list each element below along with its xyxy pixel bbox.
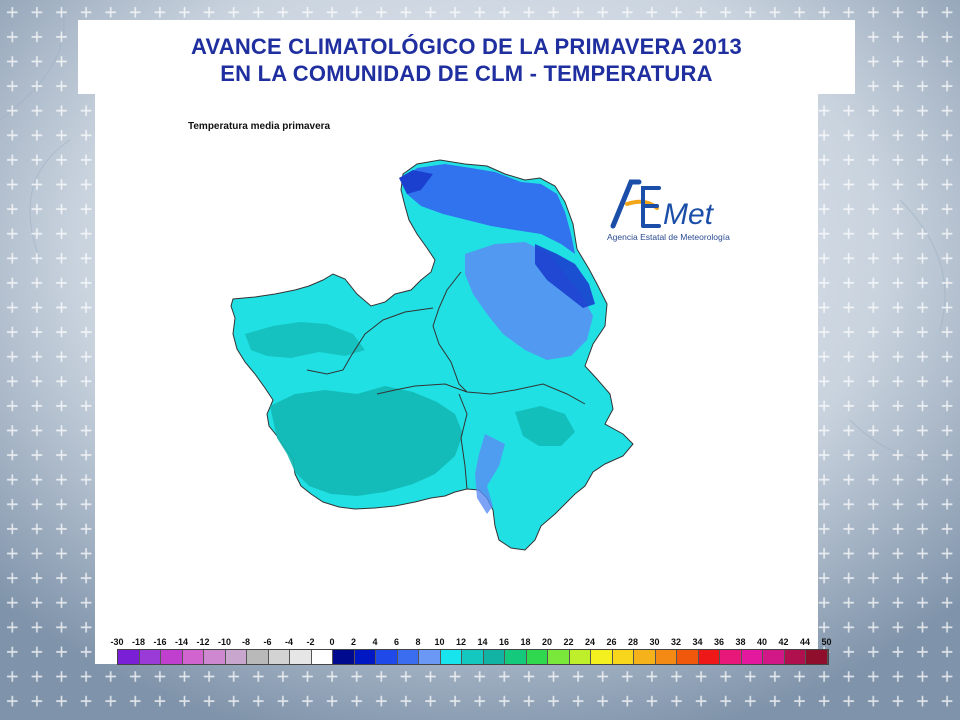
legend-swatch [204, 650, 226, 664]
legend-label: 42 [778, 637, 789, 647]
zone-teal-east [515, 406, 575, 446]
legend-swatch [397, 650, 419, 664]
legend-swatch [290, 650, 312, 664]
legend-label: 20 [541, 637, 552, 647]
legend-swatch [333, 650, 355, 664]
slide-title-box: AVANCE CLIMATOLÓGICO DE LA PRIMAVERA 201… [78, 20, 855, 94]
legend-label: 24 [584, 637, 595, 647]
legend-label: -6 [263, 637, 272, 647]
legend-swatch [182, 650, 204, 664]
legend-swatch [548, 650, 570, 664]
legend-label: -14 [174, 637, 188, 647]
legend-label: -2 [306, 637, 315, 647]
legend-label: -16 [153, 637, 167, 647]
legend-swatch [139, 650, 161, 664]
legend-swatch [806, 650, 828, 664]
legend-swatch [462, 650, 484, 664]
slide-title-line-1: AVANCE CLIMATOLÓGICO DE LA PRIMAVERA 201… [191, 34, 742, 59]
map-title: Temperatura media primavera [188, 121, 331, 132]
legend-swatch [569, 650, 591, 664]
legend-swatch [225, 650, 247, 664]
legend-swatch [483, 650, 505, 664]
legend-swatch [698, 650, 720, 664]
legend-label: -30 [110, 637, 124, 647]
legend-swatch [612, 650, 634, 664]
legend-label: 34 [692, 637, 703, 647]
legend-swatch [784, 650, 806, 664]
temperature-map [230, 159, 634, 551]
legend-swatch [505, 650, 527, 664]
legend-label: -8 [241, 637, 250, 647]
legend-label: 8 [415, 637, 421, 647]
slide-title-line-2: EN LA COMUNIDAD DE CLM - TEMPERATURA [220, 61, 713, 86]
aemet-logo-subtitle: Agencia Estatal de Meteorología [607, 232, 730, 242]
legend-label: 14 [477, 637, 488, 647]
zone-dark-blue-ridge [399, 170, 433, 194]
legend-label: 22 [563, 637, 574, 647]
legend-swatch [118, 650, 140, 664]
zone-teal-north [245, 322, 365, 358]
legend-swatch [247, 650, 269, 664]
legend-swatch [376, 650, 398, 664]
legend-swatch [526, 650, 548, 664]
legend-swatch [655, 650, 677, 664]
legend-label: 12 [455, 637, 466, 647]
legend-swatch [161, 650, 183, 664]
aemet-logo-mark: Met [610, 179, 715, 231]
legend-label: 18 [520, 637, 531, 647]
legend-label: 6 [393, 637, 399, 647]
legend-swatch [354, 650, 376, 664]
legend-swatch [741, 650, 763, 664]
svg-text:Met: Met [663, 198, 715, 231]
legend-label: -4 [284, 637, 293, 647]
legend-label: 0 [329, 637, 335, 647]
legend-swatch [763, 650, 785, 664]
legend-label: -10 [217, 637, 231, 647]
zone-blue-guadalajara [401, 164, 575, 254]
legend-swatch [677, 650, 699, 664]
legend-label: 44 [799, 637, 810, 647]
legend-label: 30 [649, 637, 660, 647]
legend-label: 36 [713, 637, 724, 647]
color-legend-bar [117, 649, 829, 665]
legend-swatch [311, 650, 333, 664]
legend-labels: -30 -18 -16 -14 -12 -10 -8 -6 -4 -2 0 2 4 6 8 10 12 14 16 1… [110, 637, 831, 649]
legend-swatch [634, 650, 656, 664]
legend-label: 2 [350, 637, 356, 647]
legend-label: 16 [498, 637, 509, 647]
legend-label: 10 [434, 637, 445, 647]
legend-label: 38 [735, 637, 746, 647]
legend-swatch [720, 650, 742, 664]
zone-dark-blue-east [535, 244, 595, 308]
map-panel: Temperatura media primavera Met Agencia … [95, 94, 832, 665]
legend-label: 40 [756, 637, 767, 647]
legend-swatch [440, 650, 462, 664]
legend-label: -18 [131, 637, 145, 647]
legend-label: 50 [821, 637, 832, 647]
aemet-logo: Met Agencia Estatal de Meteorología [605, 174, 765, 249]
legend-swatch [591, 650, 613, 664]
legend-label: -12 [196, 637, 210, 647]
legend-swatch [268, 650, 290, 664]
legend-label: 32 [670, 637, 681, 647]
zone-light-blue-albacete [475, 434, 505, 514]
province-borders [306, 271, 586, 490]
legend-swatch [419, 650, 441, 664]
zone-teal-west [270, 386, 463, 496]
legend-label: 26 [606, 637, 617, 647]
legend-label: 28 [627, 637, 638, 647]
legend-label: 4 [372, 637, 378, 647]
